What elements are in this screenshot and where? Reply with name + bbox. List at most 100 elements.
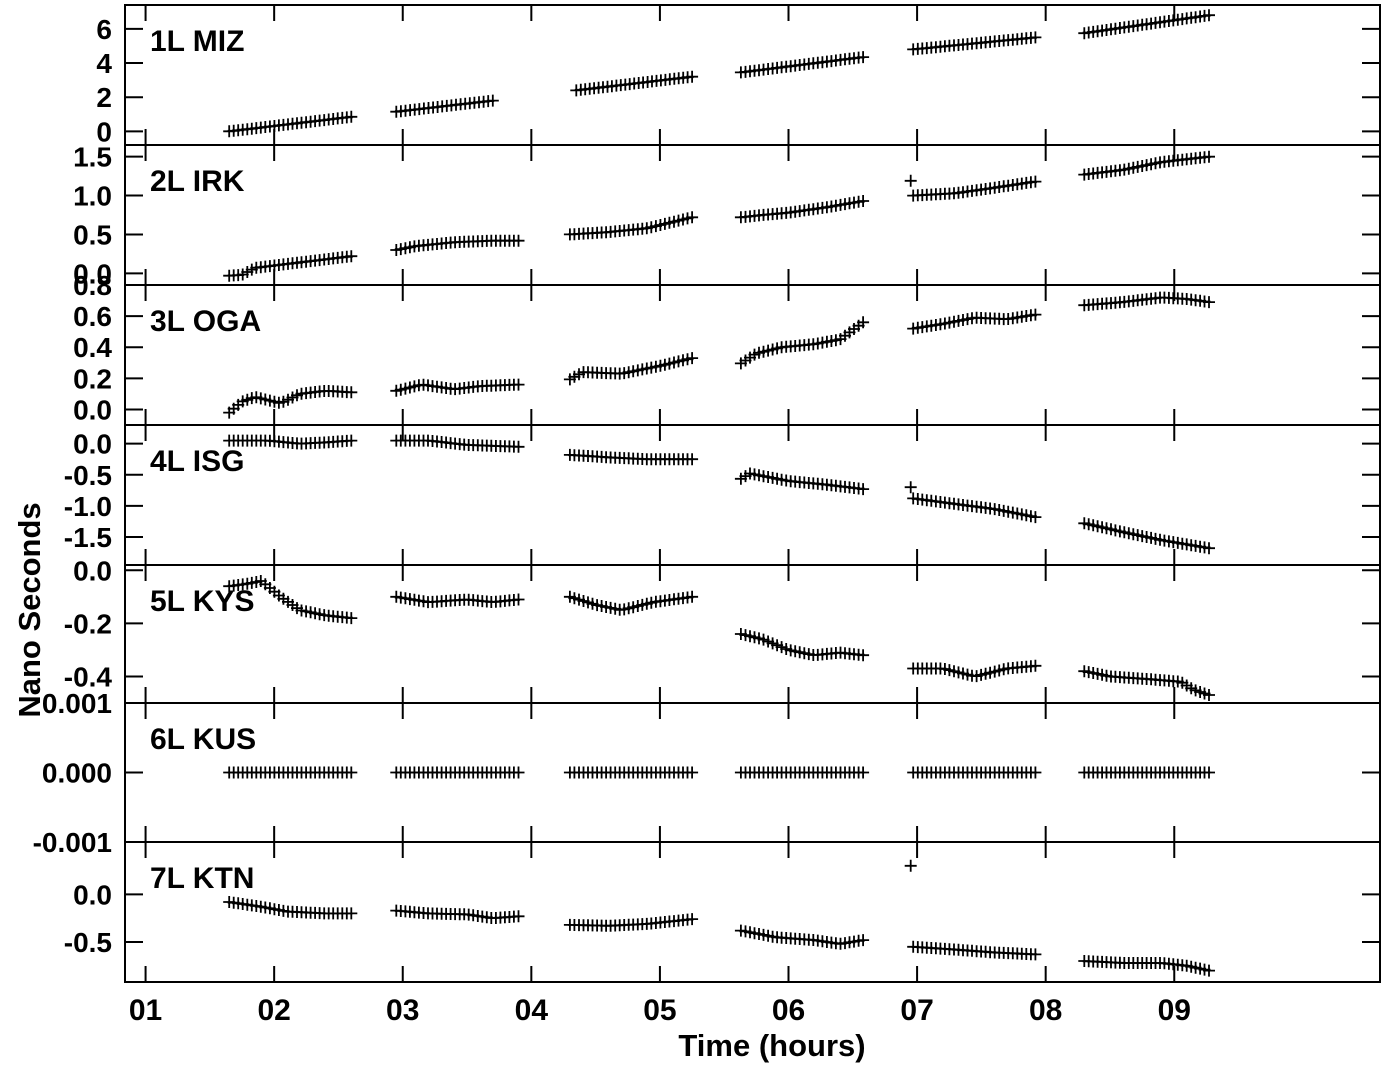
y-tick-label: 0 (96, 116, 112, 147)
data-point (1203, 9, 1215, 22)
data-point (1029, 175, 1042, 188)
data-point (512, 766, 525, 779)
data-point (1203, 766, 1215, 779)
x-tick-label: 03 (386, 994, 419, 1027)
data-point (1203, 542, 1215, 555)
data-point (1029, 31, 1042, 44)
data-point (345, 612, 358, 625)
data-point (512, 234, 525, 247)
data-point (345, 766, 358, 779)
y-axis-label: Nano Seconds (12, 502, 47, 717)
data-point (345, 907, 358, 920)
x-tick-label: 04 (515, 994, 549, 1027)
data-point (345, 386, 358, 399)
outlier-point (904, 481, 917, 494)
data-point (512, 593, 525, 606)
data-point (345, 250, 358, 263)
panel-label: 7L KTN (150, 862, 254, 895)
outlier-point (904, 859, 917, 872)
data-point (1029, 659, 1042, 672)
y-tick-label: 1.0 (73, 181, 112, 212)
data-point (1029, 766, 1042, 779)
y-tick-label: 0.000 (42, 758, 112, 789)
data-point (512, 378, 525, 391)
data-point (686, 590, 699, 603)
x-tick-label: 02 (257, 994, 290, 1027)
y-tick-label: 1.5 (73, 142, 112, 173)
panel-label: 6L KUS (150, 723, 256, 756)
data-point (1203, 964, 1215, 977)
data-point (686, 913, 699, 926)
data-point (486, 94, 499, 107)
panel-5: 0.0 -0.2 -0.4 5L KYS (64, 555, 1381, 704)
y-tick-label: 0.0 (73, 429, 112, 460)
data-point (1029, 511, 1042, 524)
x-tick-label: 09 (1158, 994, 1191, 1027)
y-tick-label: -0.5 (64, 927, 112, 958)
y-tick-label: 0.2 (73, 363, 112, 394)
x-tick-label: 07 (900, 994, 933, 1027)
data-point (686, 453, 699, 466)
panel-7: 0.0 -0.5 7L KTN (64, 841, 1381, 983)
data-point (857, 195, 870, 207)
data-point (686, 766, 699, 779)
data-point (1029, 948, 1042, 961)
panel-frame (124, 4, 1381, 146)
data-point (857, 934, 870, 947)
y-tick-label: 0.0 (73, 258, 112, 289)
y-tick-label: 0.8 (73, 270, 112, 301)
x-tick-label: 06 (772, 994, 805, 1027)
x-tick-label: 01 (129, 994, 162, 1027)
data-point (345, 110, 358, 123)
data-point (857, 483, 870, 496)
y-tick-label: 0.0 (73, 879, 112, 910)
panel-3: 0.00.20.40.60.8 3L OGA (73, 270, 1381, 426)
y-tick-label: -0.5 (64, 460, 112, 491)
panel-label: 2L IRK (150, 165, 245, 198)
y-tick-label: -1.0 (64, 491, 112, 522)
y-tick-label: 4 (96, 48, 112, 79)
y-tick-label: 0.4 (73, 332, 112, 363)
y-tick-label: -0.4 (64, 661, 113, 692)
panel-label: 4L ISG (150, 445, 244, 478)
panel-label: 5L KYS (150, 585, 255, 618)
y-tick-label: 0.6 (73, 301, 112, 332)
data-point (512, 910, 525, 923)
x-axis: 01 02 03 04 05 06 07 08 09 (129, 994, 1191, 1027)
y-tick-label: 0.001 (42, 688, 112, 719)
panel-label: 3L OGA (150, 305, 261, 338)
y-tick-label: 2 (96, 82, 112, 113)
x-tick-label: 08 (1029, 994, 1062, 1027)
y-tick-label: -0.001 (33, 827, 112, 858)
data-point (857, 316, 870, 329)
panel-6: 0.001 0.000 -0.001 6L KUS (33, 688, 1381, 858)
data-point (857, 51, 870, 64)
y-tick-label: 6 (96, 14, 112, 45)
data-point (686, 211, 699, 224)
y-tick-label: 0.5 (73, 219, 112, 250)
data-point (512, 440, 525, 453)
x-axis-label: Time (hours) (678, 1028, 865, 1063)
y-tick-label: 0.0 (73, 394, 112, 425)
panel-4: 0.0-0.5-1.0-1.5 4L ISG (64, 424, 1381, 566)
y-tick-label: 0.0 (73, 555, 112, 586)
data-point (1203, 150, 1215, 163)
panel-2: 0.0 0.5 1.0 1.5 2L IRK (73, 142, 1381, 289)
data-point (1203, 296, 1215, 309)
outlier-point (904, 174, 917, 187)
data-point (857, 766, 870, 779)
panel-frame (124, 841, 1381, 983)
data-point (345, 434, 358, 447)
data-point (686, 70, 699, 83)
data-point (1029, 308, 1042, 321)
y-tick-label: -1.5 (64, 522, 112, 553)
data-point (857, 649, 870, 662)
y-tick-label: -0.2 (64, 608, 112, 639)
panel-label: 1L MIZ (150, 25, 244, 58)
data-point (1203, 689, 1215, 701)
data-point (686, 352, 699, 365)
x-tick-label: 05 (643, 994, 676, 1027)
